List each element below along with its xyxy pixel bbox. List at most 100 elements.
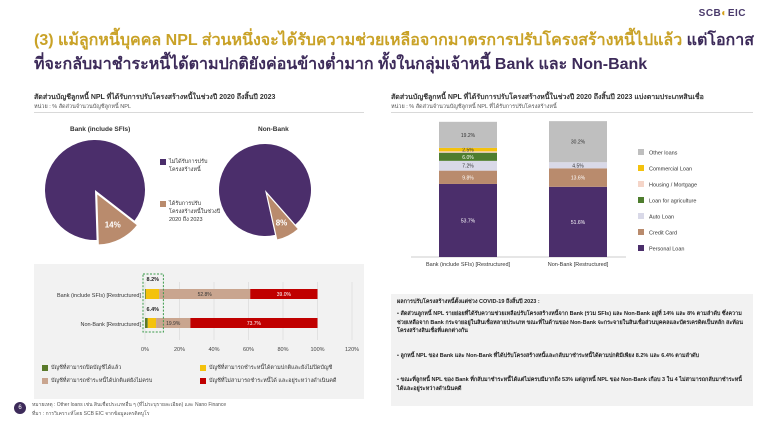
bar-segment [145,289,160,299]
pie-legend-label-1: ได้รับการปรับโครงสร้างหนี้ในช่วงปี 2020 … [169,201,221,223]
stacked-bar-segment [439,152,497,161]
pie-legend-item-1: ได้รับการปรับโครงสร้างหนี้ในช่วงปี 2020 … [160,200,222,224]
pie-nonbank-slice-restructured [267,194,298,240]
bar-data-label: 39.0% [277,292,292,298]
pie-nonbank-label: 8% [276,218,288,227]
scb-eic-logo: SCB◐EIC [699,8,746,19]
right-subtitle: สัดส่วนบัญชีลูกหนี้ NPL ที่ได้รับการปรับ… [391,94,704,101]
vertical-stacked-bar-chart: 53.7% 9.8% 7.2% 6.0%2.5% 19.2% Bank (include … [411,121,697,268]
bar-legend-item-2: บัญชีที่สามารถชำระหนี้ได้ปกติแต่ยังไม่คร… [42,377,192,385]
bar-segment [159,289,251,299]
x-tick-label: 0% [141,347,149,353]
right-divider [391,112,753,113]
pie-nonbank-title: Non-Bank [258,126,289,133]
bar-segment [145,289,146,299]
left-unit: หน่วย : % สัดส่วนจำนวนบัญชีลูกหนี้ NPL [34,104,131,110]
bar-segment [147,318,157,328]
stacked-bar-segment [549,186,607,257]
callout-box [142,273,164,333]
title-highlight: (3) แม้ลูกหนี้บุคคล NPL ส่วนหนึ่งจะได้รั… [34,32,683,49]
bar-data-label: 19.9% [166,321,181,327]
pie-legend-label-0: ไม่ได้รับการปรับโครงสร้างหนี้ [169,159,208,173]
logo-brand: SCB [698,8,722,19]
legend-swatch [638,213,644,219]
stacked-bar-data-label: 30.2% [571,140,586,146]
swatch-green [42,365,48,371]
swatch-tan [42,378,48,384]
footer-source: ที่มา : การวิเคราะห์โดย SCB EIC จากข้อมู… [32,411,150,417]
right-unit: หน่วย : % สัดส่วนจำนวนบัญชีลูกหนี้ NPL ท… [391,104,557,110]
bar-legend-item-3: บัญชีที่ไม่สามารถชำระหนี้ได้ และอยู่ระหว… [200,377,360,385]
x-category-label: Bank (include SFIs) [Restructured] [426,262,511,268]
logo-mark-icon: ◐ [721,8,728,19]
notes-title: ผลการปรับโครงสร้างหนี้ตั้งแต่ช่วง COVID-… [397,299,540,305]
legend-label: Commercial Loan [649,167,692,173]
left-subtitle: สัดส่วนบัญชีลูกหนี้ NPL ที่ได้รับการปรับ… [34,94,276,101]
stacked-bar-data-label: 53.7% [461,218,476,224]
notes-bullet-1: • ลูกหนี้ NPL ของ Bank และ Non-Bank ที่ไ… [397,353,700,359]
stacked-bar-data-label: 7.2% [462,164,474,170]
bar-data-label: 52.8% [198,292,213,298]
x-tick-label: 20% [174,347,185,353]
stacked-bar-segment [439,151,497,153]
bar-legend-label-0: บัญชีที่สามารถปิดบัญชีได้แล้ว [51,365,122,371]
bar-legend-label-1: บัญชีที่สามารถชำระหนี้ได้ตามปกติและยังไม… [209,365,333,371]
bar-data-label: 73.7% [247,321,262,327]
legend-label: Housing / Mortgage [649,183,697,189]
bar-panel-bg [34,264,364,399]
legend-label: Other loans [649,151,678,157]
notes-box: ผลการปรับโครงสร้างหนี้ตั้งแต่ช่วง COVID-… [391,294,753,406]
footer-note: หมายเหตุ : Other loans เช่น สินเชื่อประเ… [32,402,227,408]
swatch-yellow [200,365,206,371]
bar-segment [250,289,318,299]
notes-bullet-0-text: สัดส่วนลูกหนี้ NPL รายย่อยที่ได้รับความช… [397,311,743,334]
legend-swatch [638,149,644,155]
stacked-bar-data-label: 2.5% [462,148,474,154]
page-title-line1: (3) แม้ลูกหนี้บุคคล NPL ส่วนหนึ่งจะได้รั… [34,28,754,53]
stacked-bar-segment [439,147,497,152]
pie-bank-chart: 14% [44,140,145,245]
pie-nonbank-chart: 8% [219,144,311,240]
stacked-bar-segment [549,162,607,169]
stacked-bar-segment [439,183,497,257]
y-category-label: Non-Bank [Restructured] [80,322,141,328]
pie-bank-label: 14% [105,221,121,230]
legend-label: Credit Card [649,231,677,237]
bar-segment [190,318,318,328]
pie-bank-title: Bank (include SFIs) [70,126,131,133]
x-category-label: Non-Bank [Restructured] [548,262,609,268]
logo-mark-text: EIC [727,8,746,19]
stacked-bar-data-label: 13.6% [571,176,586,182]
legend-label: Loan for agriculture [649,199,696,205]
bar-legend-item-1: บัญชีที่สามารถชำระหนี้ได้ตามปกติและยังไม… [200,364,360,372]
legend-swatch [638,245,644,251]
bar-legend-label-3: บัญชีที่ไม่สามารถชำระหนี้ได้ และอยู่ระหว… [209,378,337,384]
legend-swatch [638,229,644,235]
pie-nonbank-slice-not-restructured [219,144,311,236]
x-tick-label: 100% [310,347,324,353]
stacked-bar-data-label: 19.2% [461,133,476,139]
pie-bank-slice-not-restructured [44,140,145,240]
legend-swatch-tan [160,201,166,207]
stacked-bar-segment [439,121,497,148]
legend-swatch [638,197,644,203]
bar-legend-label-2: บัญชีที่สามารถชำระหนี้ได้ปกติแต่ยังไม่คร… [51,378,153,384]
notes-bullet-2: • ขณะที่ลูกหนี้ NPL ของ Bank ที่กลับมาชำ… [397,377,743,392]
bar-segment [145,318,148,328]
y-category-label: Bank (include SFIs) [Restructured] [57,293,142,299]
stacked-bar-data-label: 9.8% [462,175,474,181]
callout-bottom-label: 6.4% [146,307,159,313]
stacked-bar-segment [549,121,607,163]
stacked-bar-data-label: 6.0% [462,155,474,161]
swatch-red [200,378,206,384]
bar-segment [156,318,191,328]
stacked-bar-segment [439,170,497,184]
legend-label: Auto Loan [649,215,674,221]
legend-swatch [638,181,644,187]
legend-swatch-purple [160,159,166,165]
stacked-bar-data-label: 51.6% [571,220,586,226]
stacked-bar-segment [439,160,497,171]
notes-bullet-1-text: ลูกหนี้ NPL ของ Bank และ Non-Bank ที่ได้… [400,353,700,359]
page-title-line2: ที่จะกลับมาชำระหนี้ได้ตามปกติยังค่อนข้าง… [34,56,648,73]
x-tick-label: 60% [243,347,254,353]
